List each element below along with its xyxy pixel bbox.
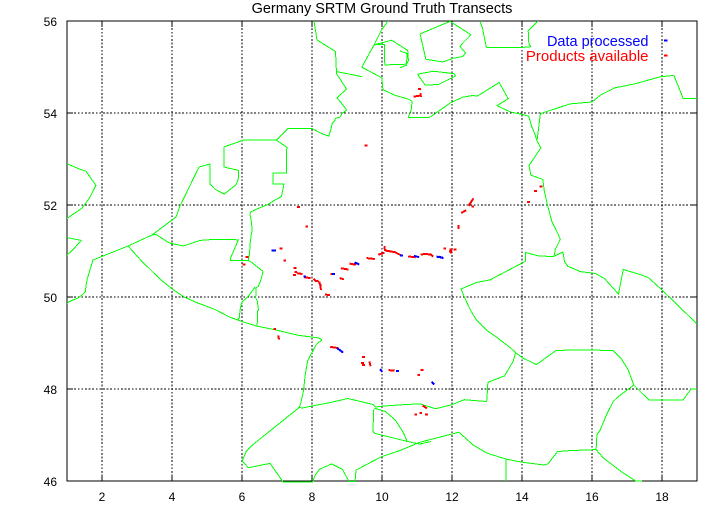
svg-text:10: 10 [375,490,389,504]
svg-text:54: 54 [44,107,58,121]
svg-text:16: 16 [585,490,599,504]
svg-text:12: 12 [445,490,459,504]
svg-text:46: 46 [44,475,58,489]
svg-text:4: 4 [169,490,176,504]
svg-text:52: 52 [44,199,58,213]
svg-text:Products available: Products available [526,48,649,65]
svg-text:14: 14 [515,490,529,504]
svg-text:50: 50 [44,291,58,305]
svg-text:56: 56 [44,15,58,29]
svg-text:48: 48 [44,383,58,397]
svg-text:18: 18 [655,490,669,504]
svg-text:Germany SRTM Ground Truth Tran: Germany SRTM Ground Truth Transects [252,1,513,17]
svg-text:6: 6 [239,490,246,504]
svg-text:8: 8 [309,490,316,504]
svg-text:2: 2 [99,490,106,504]
